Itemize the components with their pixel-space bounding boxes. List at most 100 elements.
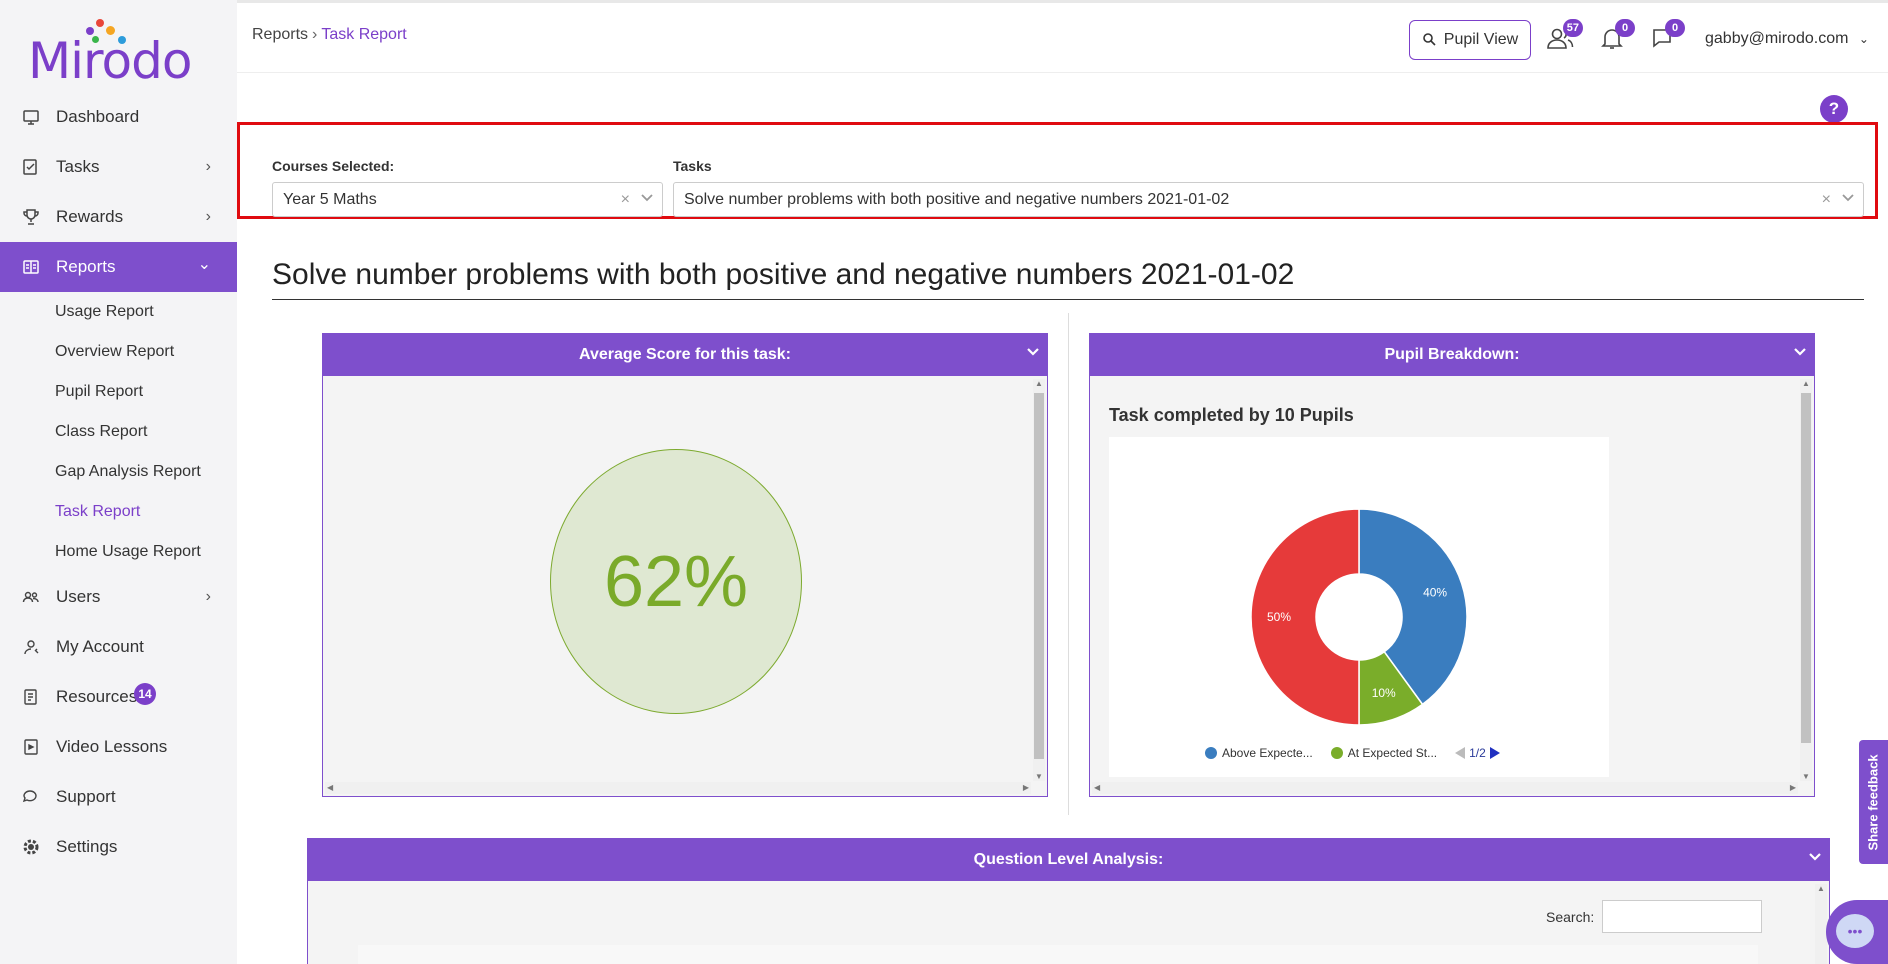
user-menu[interactable]: gabby@mirodo.com ⌄ xyxy=(1705,30,1869,48)
courses-select[interactable]: Year 5 Maths × xyxy=(272,182,663,217)
sidebar-item-label: Reports xyxy=(56,257,116,276)
horizontal-scrollbar[interactable]: ◀ ▶ xyxy=(325,782,1031,794)
messages-button[interactable]: 0 xyxy=(1647,19,1685,55)
qla-search-input[interactable] xyxy=(1602,900,1762,933)
sidebar-item-tasks[interactable]: Tasks › xyxy=(0,142,237,192)
legend-item-above-expected[interactable]: Above Expecte... xyxy=(1205,746,1313,760)
chevron-right-icon: › xyxy=(205,588,211,605)
legend-pager: 1/2 xyxy=(1455,746,1500,760)
share-feedback-tab[interactable]: Share feedback xyxy=(1859,740,1888,864)
courses-label: Courses Selected: xyxy=(272,158,395,174)
logo-dot-blue xyxy=(118,36,126,44)
sidebar-item-reports[interactable]: Reports ⌄ xyxy=(0,242,237,292)
pupils-button[interactable]: 57 xyxy=(1545,19,1583,55)
scroll-down-icon[interactable]: ▼ xyxy=(1802,772,1810,781)
scroll-left-icon[interactable]: ◀ xyxy=(1094,783,1101,792)
breadcrumb-separator: › xyxy=(312,26,318,43)
tasks-label: Tasks xyxy=(673,158,712,174)
reports-icon xyxy=(22,258,40,276)
sidebar-item-my-account[interactable]: My Account xyxy=(0,622,237,672)
reports-submenu: Usage Report Overview Report Pupil Repor… xyxy=(0,292,237,572)
slice-above-expected[interactable] xyxy=(1358,508,1468,706)
legend-prev-icon[interactable] xyxy=(1455,747,1466,759)
legend-dot xyxy=(1330,747,1343,759)
sidebar-item-settings[interactable]: Settings xyxy=(0,822,237,872)
legend-dot xyxy=(1205,747,1217,759)
scrollbar-thumb[interactable] xyxy=(1034,393,1044,759)
top-header: Reports › Task Report Pupil View 57 0 0 ga… xyxy=(237,3,1888,73)
scroll-up-icon[interactable]: ▲ xyxy=(1035,379,1043,388)
scroll-up-icon[interactable]: ▲ xyxy=(1802,379,1810,388)
account-icon xyxy=(22,638,40,656)
sidebar-nav: Dashboard Tasks › Rewards › Reports ⌄ Us… xyxy=(0,92,237,872)
breadcrumb-current: Task Report xyxy=(321,26,407,43)
sidebar-item-users[interactable]: Users › xyxy=(0,572,237,622)
donut-chart: 40% 10% 50% xyxy=(1250,508,1468,726)
panels-divider xyxy=(1068,313,1069,815)
legend-label: Above Expecte... xyxy=(1222,746,1313,760)
notifications-button[interactable]: 0 xyxy=(1597,19,1635,55)
sidebar-subitem-gap-analysis-report[interactable]: Gap Analysis Report xyxy=(55,463,201,480)
sidebar-subitem-home-usage-report[interactable]: Home Usage Report xyxy=(55,543,201,560)
chevron-down-icon: ⌄ xyxy=(197,256,211,273)
slice-data-label: 10% xyxy=(1372,686,1396,700)
sidebar-subitem-class-report[interactable]: Class Report xyxy=(55,423,148,440)
legend-next-icon[interactable] xyxy=(1489,747,1500,759)
tasks-select[interactable]: Solve number problems with both positive… xyxy=(673,182,1864,217)
average-score-circle: 62% xyxy=(550,449,802,714)
scroll-down-icon[interactable]: ▼ xyxy=(1035,772,1043,781)
notifications-count-badge: 0 xyxy=(1615,19,1635,37)
chevron-down-icon[interactable] xyxy=(1841,191,1855,210)
legend-label: At Expected St... xyxy=(1347,746,1438,760)
sidebar: Mirodo Dashboard Tasks › Rewards › xyxy=(0,0,237,964)
sidebar-item-label: Video Lessons xyxy=(56,737,168,756)
chat-widget-button[interactable]: ••• xyxy=(1826,900,1888,964)
help-button[interactable]: ? xyxy=(1820,95,1848,123)
scroll-right-icon[interactable]: ▶ xyxy=(1789,783,1796,792)
scroll-left-icon[interactable]: ◀ xyxy=(327,783,334,792)
sidebar-item-video-lessons[interactable]: Video Lessons xyxy=(0,722,237,772)
chevron-down-icon[interactable] xyxy=(1808,850,1822,869)
page-title: Solve number problems with both positive… xyxy=(272,258,1295,291)
resources-count-badge: 14 xyxy=(134,683,156,705)
sidebar-subitem-usage-report[interactable]: Usage Report xyxy=(55,303,154,320)
vertical-scrollbar[interactable]: ▲ xyxy=(1815,884,1827,964)
slice-below-expected[interactable] xyxy=(1250,508,1360,726)
vertical-scrollbar[interactable]: ▲ ▼ xyxy=(1033,379,1045,781)
chevron-down-icon[interactable] xyxy=(640,191,654,210)
search-user-icon xyxy=(1422,32,1436,49)
breadcrumb-root[interactable]: Reports xyxy=(252,26,309,43)
legend-item-at-expected[interactable]: At Expected St... xyxy=(1330,746,1438,760)
sidebar-item-resources[interactable]: Resources 14 xyxy=(0,672,237,722)
mirodo-logo[interactable]: Mirodo xyxy=(28,14,192,90)
scroll-right-icon[interactable]: ▶ xyxy=(1022,783,1029,792)
chevron-down-icon[interactable] xyxy=(1026,345,1040,364)
scrollbar-thumb[interactable] xyxy=(1801,393,1811,743)
logo-dot-green xyxy=(92,36,99,43)
chart-legend: Above Expecte... At Expected St... 1/2 xyxy=(1205,746,1500,760)
sidebar-subitem-task-report[interactable]: Task Report xyxy=(55,503,141,520)
monitor-icon xyxy=(22,108,40,126)
legend-page-indicator: 1/2 xyxy=(1469,746,1486,760)
sidebar-item-label: Rewards xyxy=(56,207,124,226)
vertical-scrollbar[interactable]: ▲ ▼ xyxy=(1800,379,1812,781)
sidebar-item-rewards[interactable]: Rewards › xyxy=(0,192,237,242)
pie-chart-container: 40% 10% 50% xyxy=(1109,437,1609,777)
sidebar-item-dashboard[interactable]: Dashboard xyxy=(0,92,237,142)
messages-count-badge: 0 xyxy=(1665,19,1685,37)
chevron-right-icon: › xyxy=(205,158,211,175)
pupil-view-button[interactable]: Pupil View xyxy=(1409,20,1531,60)
sidebar-item-support[interactable]: Support xyxy=(0,772,237,822)
resources-icon xyxy=(22,688,40,706)
scroll-up-icon[interactable]: ▲ xyxy=(1817,884,1825,893)
clear-icon[interactable]: × xyxy=(620,191,630,208)
sidebar-subitem-pupil-report[interactable]: Pupil Report xyxy=(55,383,144,400)
support-icon xyxy=(22,788,40,806)
tasks-select-value: Solve number problems with both positive… xyxy=(684,190,1230,208)
horizontal-scrollbar[interactable]: ◀ ▶ xyxy=(1092,782,1798,794)
logo-text: Mirodo xyxy=(28,32,192,90)
sidebar-subitem-overview-report[interactable]: Overview Report xyxy=(55,343,175,360)
clear-icon[interactable]: × xyxy=(1821,191,1831,208)
qla-panel-title: Question Level Analysis: xyxy=(973,850,1164,868)
chevron-down-icon[interactable] xyxy=(1793,345,1807,364)
